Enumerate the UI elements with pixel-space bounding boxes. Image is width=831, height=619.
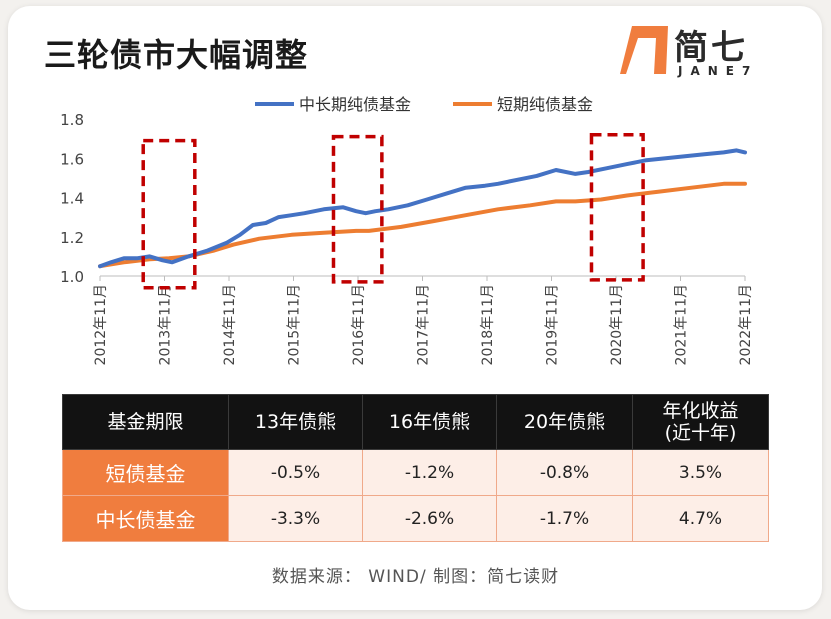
highlight-box — [141, 138, 197, 290]
x-tick-label: 2014年11月 — [222, 284, 238, 365]
table-cell: -2.6% — [362, 495, 497, 542]
header-2020-bear: 20年债熊 — [496, 394, 633, 450]
x-tick-label: 2021年11月 — [674, 284, 690, 365]
line-chart: 1.8 1.6 1.4 1.2 1.0 2012年11月 2013年11月 2014年11月… — [60, 95, 754, 365]
legend-label-long: 中长期纯债基金 — [299, 95, 411, 114]
row-label: 短债基金 — [62, 449, 229, 496]
table-cell: -1.2% — [362, 449, 497, 496]
chart-series — [98, 148, 747, 269]
table-cell: -0.5% — [228, 449, 363, 496]
header-2016-bear: 16年债熊 — [362, 394, 497, 450]
x-tick-label: 2016年11月 — [351, 284, 367, 365]
y-tick-label: 1.6 — [60, 150, 84, 168]
logo-mark-icon — [620, 26, 668, 74]
x-tick-label: 2022年11月 — [738, 284, 754, 365]
row-label: 中长债基金 — [62, 495, 229, 542]
source-note: 数据来源： WIND/ 制图：简七读财 — [271, 567, 560, 587]
y-tick-label: 1.0 — [60, 268, 84, 286]
chart-legend: 中长期纯债基金 短期纯债基金 — [255, 95, 593, 114]
highlight-box — [331, 134, 384, 284]
x-axis-ticks: 2012年11月 2013年11月 2014年11月 2015年11月 2016年11月… — [93, 276, 754, 365]
table-cell: 3.5% — [632, 449, 769, 496]
table-row: 中长债基金 -3.3% -2.6% -1.7% 4.7% — [62, 495, 769, 542]
header-annualized: 年化收益 (近十年) — [632, 394, 769, 450]
highlight-box — [589, 132, 645, 282]
table-cell: 4.7% — [632, 495, 769, 542]
y-tick-label: 1.2 — [60, 229, 84, 247]
x-tick-label: 2018年11月 — [480, 284, 496, 365]
y-tick-label: 1.4 — [60, 190, 84, 208]
table-cell: -3.3% — [228, 495, 363, 542]
page-title: 三轮债市大幅调整 — [44, 36, 309, 74]
highlight-boxes — [141, 132, 645, 290]
legend-label-short: 短期纯债基金 — [497, 95, 593, 114]
logo: 简七 JANE7 — [618, 18, 788, 88]
logo-sub: JANE7 — [678, 64, 759, 78]
drawdown-table: 基金期限 13年债熊 16年债熊 20年债熊 年化收益 (近十年) 短债基金 -… — [62, 394, 769, 542]
x-tick-label: 2017年11月 — [416, 284, 432, 365]
table-cell: -0.8% — [496, 449, 633, 496]
y-axis-ticks: 1.8 1.6 1.4 1.2 1.0 — [60, 111, 84, 286]
logo-name: 简七 — [674, 28, 748, 68]
x-tick-label: 2012年11月 — [93, 284, 109, 365]
y-tick-label: 1.8 — [60, 111, 84, 129]
x-tick-label: 2013年11月 — [158, 284, 174, 365]
series-line-long-term — [98, 148, 747, 269]
header-fund-term: 基金期限 — [62, 394, 229, 450]
table-header-row: 基金期限 13年债熊 16年债熊 20年债熊 年化收益 (近十年) — [62, 394, 769, 450]
x-tick-label: 2019年11月 — [545, 284, 561, 365]
header-2013-bear: 13年债熊 — [228, 394, 363, 450]
table-row: 短债基金 -0.5% -1.2% -0.8% 3.5% — [62, 449, 769, 496]
table-cell: -1.7% — [496, 495, 633, 542]
x-tick-label: 2020年11月 — [609, 284, 625, 365]
x-tick-label: 2015年11月 — [287, 284, 303, 365]
